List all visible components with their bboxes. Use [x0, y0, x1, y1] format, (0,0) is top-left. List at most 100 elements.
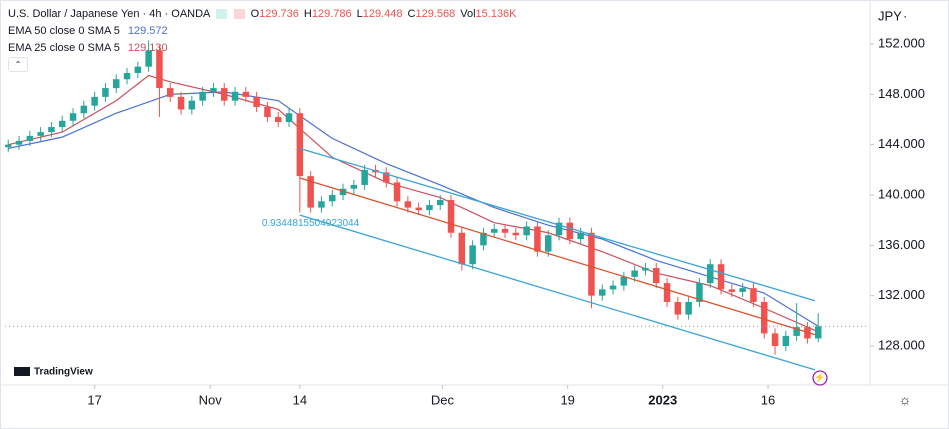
ohlc-value: 15.136K — [475, 8, 517, 20]
candle-body — [69, 113, 77, 121]
y-tick-label: 128.000 — [878, 337, 925, 352]
candle-body — [26, 135, 34, 141]
ohlc-label: C — [407, 8, 416, 20]
candle-body — [436, 200, 444, 206]
candle-body — [782, 335, 790, 346]
button[interactable] — [216, 9, 228, 20]
candle-body — [793, 327, 800, 336]
event-icon-glyph: ⚡ — [814, 371, 825, 383]
y-tick-label: 136.000 — [878, 237, 925, 252]
button[interactable] — [233, 9, 245, 20]
candle-body — [134, 66, 142, 73]
candle-body — [458, 232, 466, 265]
candle-body — [48, 127, 55, 133]
candle-body — [750, 288, 757, 302]
ohlc-value: 129.448 — [362, 8, 403, 20]
candle-body — [674, 301, 682, 315]
settings-icon[interactable]: ☼ — [899, 392, 912, 408]
candle-body — [512, 232, 520, 236]
symbol-title: U.S. Dollar / Japanese Yen · 4h · OANDA — [8, 8, 211, 20]
x-tick-label: 17 — [87, 392, 101, 407]
candle-body — [166, 88, 174, 97]
x-tick-label: Nov — [199, 392, 223, 407]
candle-body — [696, 283, 703, 302]
indicator-value: 129.130 — [127, 42, 168, 54]
candle-body — [328, 195, 336, 202]
candle-body — [253, 96, 260, 107]
candle-body — [631, 270, 638, 277]
ohlc-value: 129.786 — [311, 8, 352, 20]
candle-body — [199, 91, 206, 101]
candle-body — [652, 267, 660, 284]
candle-body — [112, 79, 120, 89]
candle-body — [361, 169, 368, 185]
candle-body — [274, 117, 282, 123]
candle-body — [771, 333, 779, 346]
x-tick-label: 19 — [560, 392, 574, 407]
candle-body — [490, 228, 498, 233]
candle-body — [534, 226, 541, 252]
candle-body — [566, 222, 574, 240]
event-icon[interactable] — [812, 370, 828, 386]
candle-body — [642, 267, 649, 271]
candle-body — [393, 182, 401, 202]
ohlc-label: H — [303, 8, 312, 20]
indicator-name: EMA 25 close 0 SMA 5 — [8, 42, 120, 54]
candle-body — [728, 289, 736, 292]
currency-menu[interactable]: · — [903, 8, 907, 23]
brand: TradingView — [34, 367, 93, 378]
candle-body — [37, 132, 44, 136]
candle-body — [264, 106, 271, 118]
indicator-legend: EMA 50 close 0 SMA 5 129.572 EMA 25 close … — [8, 23, 525, 57]
header-row: U.S. Dollar / Japanese Yen · 4h · OANDA … — [8, 6, 525, 23]
ohlc: O129.736 H129.786 L129.448 C129.568 Vol15.13… — [251, 8, 522, 20]
candle-body — [415, 207, 422, 211]
candle-body — [123, 72, 131, 80]
currency[interactable]: JPY — [878, 8, 902, 23]
indicator-name: EMA 50 close 0 SMA 5 — [8, 25, 120, 37]
indicator-row[interactable]: EMA 25 close 0 SMA 5 129.130 — [8, 40, 525, 57]
ema-line — [8, 91, 819, 327]
candle-body — [58, 120, 66, 128]
trend-line — [299, 214, 816, 371]
candle-body — [469, 245, 476, 265]
candle-body — [307, 176, 314, 208]
y-tick-label: 148.000 — [878, 86, 925, 101]
candle-body — [555, 222, 563, 236]
ohlc-label: Vol — [460, 8, 476, 20]
candle-body — [760, 301, 768, 334]
candle-body — [577, 232, 584, 240]
candle-body — [145, 50, 152, 67]
candle-body — [91, 96, 98, 106]
candle-body — [210, 88, 217, 92]
y-tick-label: 152.000 — [878, 35, 925, 50]
candle-body — [447, 200, 455, 233]
channel-label: 0.9344815504923044 — [262, 218, 360, 229]
y-tick-label: 144.000 — [878, 136, 925, 151]
candle-body — [620, 276, 628, 286]
candle-body — [80, 105, 88, 114]
candle-body — [231, 91, 239, 101]
candle-body — [350, 184, 358, 189]
candle-body — [480, 232, 487, 246]
logo: TradingView — [14, 367, 93, 378]
y-tick-label: 140.000 — [878, 186, 925, 201]
candle-body — [382, 172, 390, 183]
ohlc-label: O — [250, 8, 260, 20]
indicator-row[interactable]: EMA 50 close 0 SMA 5 129.572 — [8, 23, 525, 40]
x-tick-label: 16 — [761, 392, 775, 407]
candle-body — [4, 144, 12, 148]
candle-body — [188, 100, 196, 110]
candle-body — [220, 88, 228, 101]
candle-body — [814, 326, 822, 339]
ohlc-value: 129.568 — [415, 8, 456, 20]
candle-body — [706, 264, 714, 284]
candle-body — [663, 283, 671, 302]
candle-body — [296, 113, 304, 177]
collapse-button[interactable]: ⌃ — [8, 57, 28, 72]
candle-body — [717, 264, 725, 290]
indicator-value: 129.572 — [127, 25, 168, 37]
trend-line — [299, 177, 816, 336]
